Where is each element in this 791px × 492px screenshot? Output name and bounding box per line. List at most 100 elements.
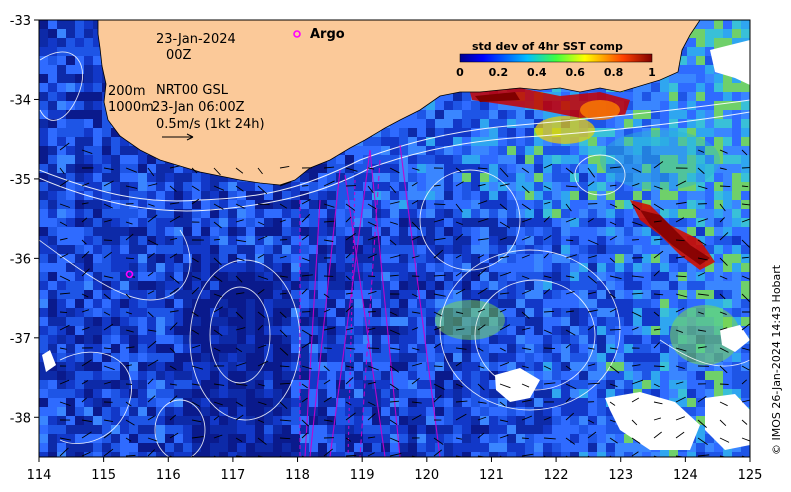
sst-pixel bbox=[300, 245, 309, 254]
sst-pixel bbox=[381, 407, 390, 416]
sst-pixel bbox=[687, 191, 696, 200]
current-vector bbox=[455, 233, 464, 241]
current-vector bbox=[367, 401, 376, 406]
sst-pixel bbox=[318, 182, 327, 191]
sst-pixel bbox=[120, 308, 129, 317]
sst-pixel bbox=[138, 245, 147, 254]
sst-pixel bbox=[588, 389, 597, 398]
sst-pixel bbox=[579, 263, 588, 272]
sst-pixel bbox=[534, 299, 543, 308]
sst-pixel bbox=[714, 245, 723, 254]
sst-pixel bbox=[507, 308, 516, 317]
sst-pixel bbox=[300, 173, 309, 182]
sst-pixel bbox=[282, 443, 291, 452]
sst-pixel bbox=[291, 416, 300, 425]
sst-pixel bbox=[372, 380, 381, 389]
sst-pixel bbox=[111, 434, 120, 443]
sst-pixel bbox=[435, 263, 444, 272]
sst-pixel bbox=[534, 164, 543, 173]
sst-pixel bbox=[138, 434, 147, 443]
sst-pixel bbox=[363, 299, 372, 308]
sst-pixel bbox=[417, 416, 426, 425]
sst-pixel bbox=[129, 443, 138, 452]
sst-pixel bbox=[174, 299, 183, 308]
sst-pixel bbox=[75, 209, 84, 218]
sst-pixel bbox=[120, 371, 129, 380]
sst-pixel bbox=[102, 299, 111, 308]
sst-pixel bbox=[57, 47, 66, 56]
sst-pixel bbox=[678, 254, 687, 263]
sst-pixel bbox=[552, 290, 561, 299]
sst-pixel bbox=[138, 200, 147, 209]
sst-pixel bbox=[543, 263, 552, 272]
sst-pixel bbox=[426, 128, 435, 137]
sst-pixel bbox=[435, 434, 444, 443]
sst-pixel bbox=[111, 299, 120, 308]
sst-pixel bbox=[111, 452, 120, 457]
sst-pixel bbox=[111, 218, 120, 227]
sst-pixel bbox=[372, 407, 381, 416]
sst-pixel bbox=[660, 146, 669, 155]
sst-pixel bbox=[669, 290, 678, 299]
sst-pixel bbox=[579, 434, 588, 443]
sst-pixel bbox=[156, 326, 165, 335]
sst-pixel bbox=[93, 191, 102, 200]
current-vector bbox=[367, 413, 376, 421]
sst-pixel bbox=[327, 209, 336, 218]
sst-pixel bbox=[381, 128, 390, 137]
sst-pixel bbox=[219, 236, 228, 245]
sst-pixel bbox=[372, 245, 381, 254]
sst-pixel bbox=[471, 425, 480, 434]
sst-pixel bbox=[381, 398, 390, 407]
sst-pixel bbox=[48, 272, 57, 281]
sst-pixel bbox=[741, 173, 750, 182]
sst-pixel bbox=[345, 182, 354, 191]
current-vector bbox=[631, 275, 644, 278]
sst-pixel bbox=[588, 317, 597, 326]
sst-pixel bbox=[84, 38, 93, 47]
sst-pixel bbox=[561, 263, 570, 272]
sst-pixel bbox=[291, 353, 300, 362]
sst-pixel bbox=[687, 155, 696, 164]
sst-pixel bbox=[336, 236, 345, 245]
sst-pixel bbox=[417, 137, 426, 146]
sst-pixel bbox=[318, 380, 327, 389]
map-plot-area bbox=[39, 20, 750, 457]
sst-pixel bbox=[507, 272, 516, 281]
sst-pixel bbox=[282, 272, 291, 281]
sst-pixel bbox=[417, 389, 426, 398]
sst-pixel bbox=[489, 236, 498, 245]
sst-pixel bbox=[57, 407, 66, 416]
sst-pixel bbox=[165, 272, 174, 281]
current-vector bbox=[213, 167, 221, 176]
sst-pixel bbox=[201, 344, 210, 353]
sst-pixel bbox=[435, 236, 444, 245]
sst-pixel bbox=[552, 416, 561, 425]
sst-pixel bbox=[570, 452, 579, 457]
sst-pixel bbox=[102, 227, 111, 236]
sst-pixel bbox=[228, 443, 237, 452]
sst-pixel bbox=[300, 227, 309, 236]
sst-pixel bbox=[462, 119, 471, 128]
sst-pixel bbox=[57, 353, 66, 362]
sst-pixel bbox=[525, 272, 534, 281]
sst-pixel bbox=[147, 389, 156, 398]
current-vector bbox=[125, 185, 138, 189]
sst-pixel bbox=[219, 380, 228, 389]
sst-pixel bbox=[129, 407, 138, 416]
current-vector bbox=[103, 180, 114, 187]
sst-pixel bbox=[489, 146, 498, 155]
sst-pixel bbox=[633, 182, 642, 191]
sst-pixel bbox=[75, 434, 84, 443]
current-vector bbox=[345, 437, 352, 442]
sst-pixel bbox=[246, 407, 255, 416]
current-vector bbox=[345, 454, 357, 457]
sst-pixel bbox=[543, 146, 552, 155]
sst-pixel bbox=[246, 398, 255, 407]
sst-pixel bbox=[723, 236, 732, 245]
sst-pixel bbox=[354, 326, 363, 335]
sst-pixel bbox=[147, 443, 156, 452]
sst-pixel bbox=[246, 362, 255, 371]
sst-pixel bbox=[606, 191, 615, 200]
sst-pixel bbox=[300, 218, 309, 227]
